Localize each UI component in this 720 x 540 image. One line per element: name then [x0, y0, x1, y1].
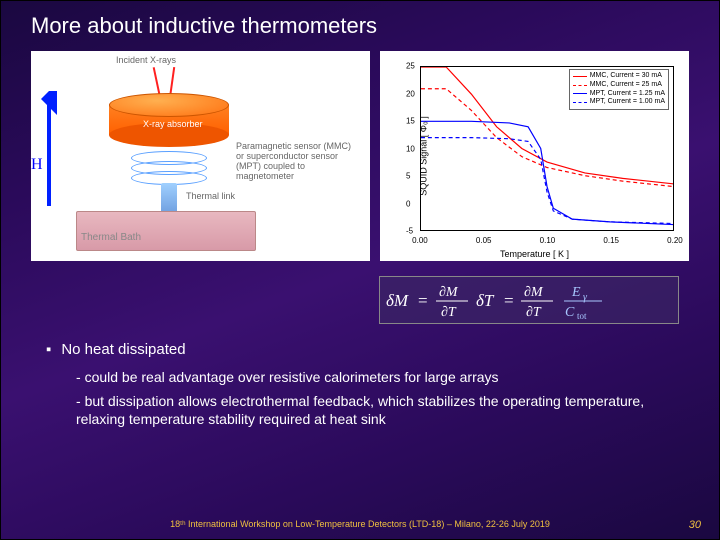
bath-label: Thermal Bath	[81, 232, 141, 243]
x-tick: 0.20	[667, 236, 683, 245]
y-tick: 20	[406, 89, 415, 98]
legend-item: MPT, Current = 1.25 mA	[573, 90, 665, 99]
bullet-1: No heat dissipated	[46, 341, 679, 358]
equation-svg: δM = ∂M ∂T δT = ∂M ∂T E γ C tot	[384, 280, 674, 320]
y-tick: 25	[406, 62, 415, 71]
y-tick: -5	[406, 227, 413, 236]
legend-item: MPT, Current = 1.00 mA	[573, 98, 665, 107]
x-tick: 0.05	[476, 236, 492, 245]
incident-label: Incident X-rays	[116, 55, 176, 65]
thermal-link-label: Thermal link	[186, 191, 235, 201]
chart-legend: MMC, Current = 30 mAMMC, Current = 25 mA…	[569, 69, 669, 110]
y-tick: 10	[406, 144, 415, 153]
bullet-1-sub-1: could be real advantage over resistive c…	[76, 368, 679, 386]
svg-text:=: =	[504, 291, 514, 310]
absorber-top	[109, 93, 229, 117]
svg-text:∂M: ∂M	[524, 285, 544, 300]
x-tick: 0.00	[412, 236, 428, 245]
svg-text:∂M: ∂M	[439, 285, 459, 300]
svg-text:=: =	[418, 291, 428, 310]
y-tick: 0	[406, 199, 410, 208]
absorber-label: X-ray absorber	[143, 119, 203, 129]
bullet-1-sub-2: but dissipation allows electrothermal fe…	[76, 392, 679, 428]
footer-text: 18ᵗʰ International Workshop on Low-Tempe…	[1, 519, 719, 529]
svg-text:δM: δM	[386, 291, 409, 310]
slide-title: More about inductive thermometers	[31, 13, 377, 39]
x-axis-label: Temperature [ K ]	[500, 249, 569, 259]
detector-diagram: H Incident X-rays X-ray absorber Paramag…	[31, 51, 370, 261]
x-tick: 0.10	[540, 236, 556, 245]
svg-text:tot: tot	[577, 311, 587, 320]
svg-text:δT: δT	[476, 291, 495, 310]
squid-signal-chart: SQUID Signal [ Φ₀ ] Temperature [ K ] MM…	[380, 51, 689, 261]
figure-row: H Incident X-rays X-ray absorber Paramag…	[31, 51, 689, 261]
thermal-bath	[76, 211, 256, 251]
y-tick: 5	[406, 172, 410, 181]
legend-item: MMC, Current = 25 mA	[573, 81, 665, 90]
y-tick: 15	[406, 117, 415, 126]
svg-text:∂T: ∂T	[526, 305, 542, 320]
sensor-label: Paramagnetic sensor (MMC) or superconduc…	[236, 141, 361, 181]
bullet-list: No heat dissipated could be real advanta…	[46, 341, 679, 429]
legend-item: MMC, Current = 30 mA	[573, 72, 665, 81]
equation-box: δM = ∂M ∂T δT = ∂M ∂T E γ C tot	[379, 276, 679, 324]
svg-text:∂T: ∂T	[441, 305, 457, 320]
thermal-link	[161, 183, 177, 213]
svg-text:E: E	[571, 285, 581, 300]
y-axis-label: SQUID Signal [ Φ₀ ]	[419, 116, 429, 195]
field-arrow-icon	[39, 91, 59, 211]
x-tick: 0.15	[603, 236, 619, 245]
field-label: H	[31, 156, 43, 174]
svg-text:C: C	[565, 305, 575, 320]
page-number: 30	[689, 519, 701, 531]
